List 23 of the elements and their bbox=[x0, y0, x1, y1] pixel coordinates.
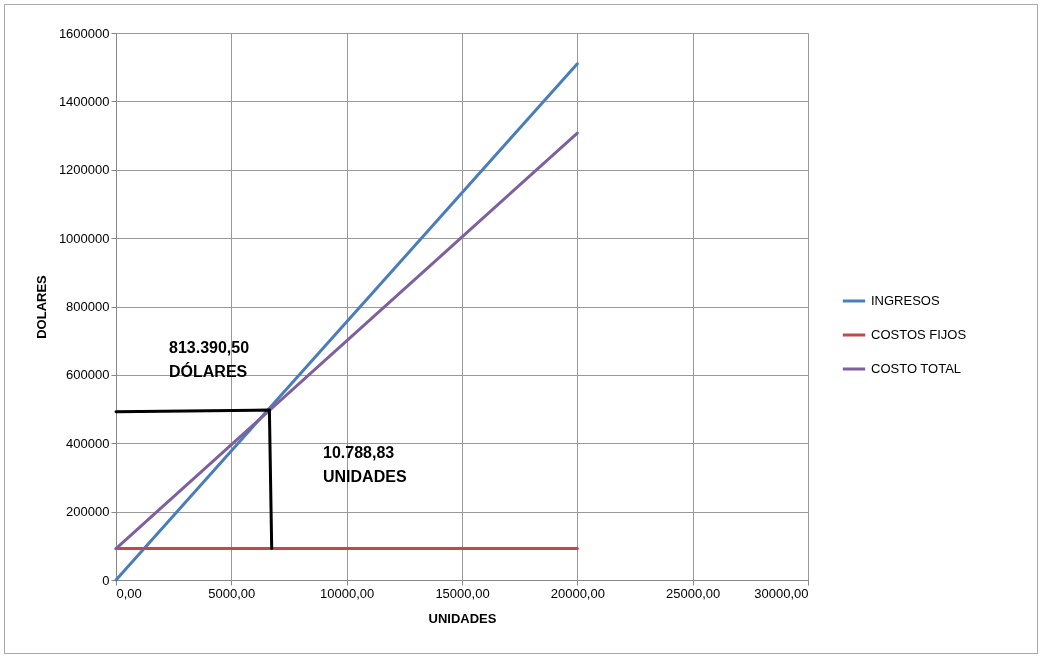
y-tick-label: 1000000 bbox=[58, 230, 110, 246]
legend-label: INGRESOS bbox=[871, 293, 940, 308]
x-axis-title: UNIDADES bbox=[428, 610, 497, 626]
x-tick-label: 5000,00 bbox=[208, 585, 256, 601]
y-tick-label: 0 bbox=[102, 572, 110, 588]
y-tick-label: 400000 bbox=[66, 435, 110, 451]
legend-label: COSTOS FIJOS bbox=[871, 327, 967, 342]
y-tick-label: 1200000 bbox=[58, 162, 110, 178]
y-tick-label: 1400000 bbox=[58, 93, 110, 109]
x-tick-label: 0,00 bbox=[116, 585, 142, 601]
y-tick-label: 200000 bbox=[66, 504, 110, 520]
y-tick-label: 600000 bbox=[66, 367, 110, 383]
x-tick-label: 30000,00 bbox=[754, 585, 809, 601]
annotation: 813.390,50 DÓLARES bbox=[169, 339, 250, 380]
x-tick-label: 20000,00 bbox=[550, 585, 605, 601]
x-tick-label: 25000,00 bbox=[666, 585, 721, 601]
y-axis-title: DOLARES bbox=[33, 274, 49, 339]
annotation: 10.788,83 UNIDADES bbox=[323, 444, 407, 485]
y-tick-label: 800000 bbox=[66, 299, 110, 314]
x-tick-label: 15000,00 bbox=[435, 585, 490, 601]
legend-label: COSTO TOTAL bbox=[871, 361, 962, 376]
x-tick-label: 10000,00 bbox=[320, 585, 375, 601]
y-tick-label: 1600000 bbox=[58, 25, 110, 41]
